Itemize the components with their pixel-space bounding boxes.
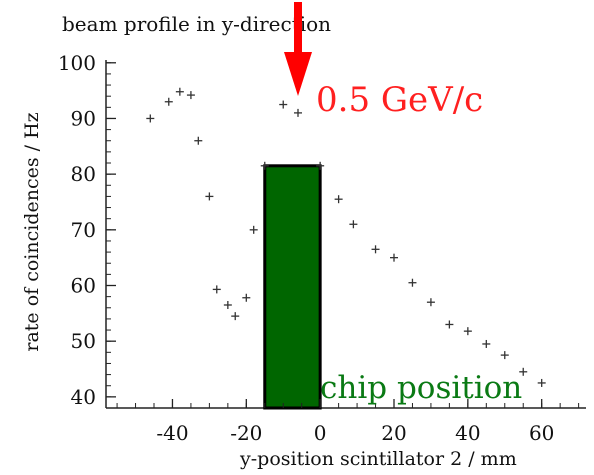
data-point (519, 367, 528, 376)
data-point (194, 136, 203, 145)
data-point (408, 278, 417, 287)
data-point (537, 378, 546, 387)
x-tick-label: 60 (529, 421, 554, 445)
data-point (205, 192, 214, 201)
y-tick-label: 40 (71, 385, 96, 409)
x-tick-label: 20 (381, 421, 406, 445)
data-point (223, 300, 232, 309)
x-tick-label: 40 (455, 421, 480, 445)
data-point (463, 327, 472, 336)
data-point (242, 293, 251, 302)
data-point (294, 108, 302, 117)
data-point (164, 97, 173, 106)
y-tick-label: 50 (71, 329, 96, 353)
chip-position-annotation: chip position (320, 370, 522, 406)
data-point (390, 253, 398, 262)
data-point (260, 161, 269, 170)
chart-title: beam profile in y-direction (62, 12, 331, 36)
data-point (500, 351, 509, 360)
data-point (426, 298, 435, 307)
y-axis-label: rate of coincidences / Hz (21, 112, 43, 351)
data-point (186, 91, 195, 100)
data-point (231, 312, 240, 321)
data-point (316, 161, 325, 170)
arrow-shaft (294, 2, 302, 58)
data-point (249, 225, 258, 234)
chip-region-rect (263, 164, 322, 410)
x-tick-label: -40 (156, 421, 188, 445)
data-point (445, 320, 454, 329)
data-point (482, 339, 491, 348)
data-point (279, 100, 288, 109)
y-tick-label: 90 (71, 106, 96, 130)
data-point (175, 87, 184, 96)
x-tick-label: -20 (230, 421, 262, 445)
x-axis-label: y-position scintillator 2 / mm (239, 448, 517, 470)
x-tick-label: 0 (314, 421, 327, 445)
y-tick-label: 80 (71, 162, 96, 186)
energy-annotation: 0.5 GeV/c (316, 80, 483, 120)
y-tick-label: 60 (71, 274, 96, 298)
y-tick-label: 100 (58, 51, 96, 75)
arrow-head (284, 52, 312, 96)
data-point (212, 285, 221, 294)
data-point (371, 245, 380, 254)
data-point (349, 220, 358, 229)
data-point (334, 195, 343, 204)
data-point (146, 114, 155, 123)
y-tick-label: 70 (71, 218, 96, 242)
